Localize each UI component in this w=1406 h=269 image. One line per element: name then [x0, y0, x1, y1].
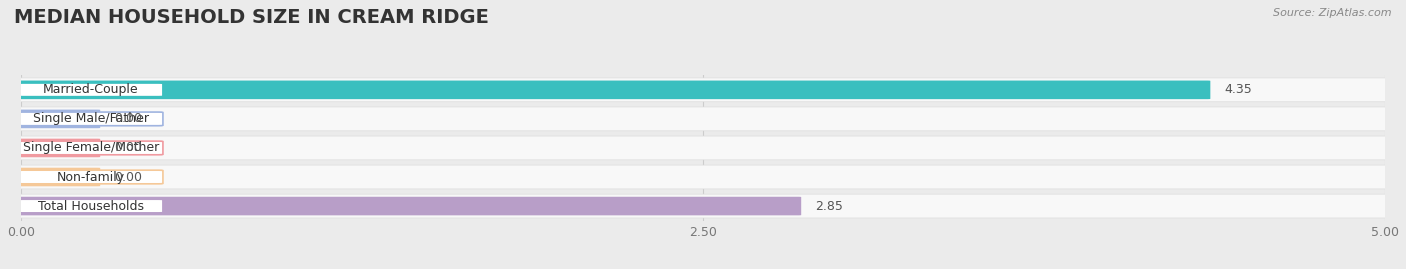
Text: MEDIAN HOUSEHOLD SIZE IN CREAM RIDGE: MEDIAN HOUSEHOLD SIZE IN CREAM RIDGE	[14, 8, 489, 27]
Text: 0.00: 0.00	[114, 141, 142, 154]
FancyBboxPatch shape	[15, 194, 1391, 218]
FancyBboxPatch shape	[15, 136, 1391, 160]
Text: Non-family: Non-family	[56, 171, 125, 183]
Text: 2.85: 2.85	[815, 200, 842, 213]
FancyBboxPatch shape	[18, 109, 100, 128]
Text: Single Male/Father: Single Male/Father	[32, 112, 149, 125]
FancyBboxPatch shape	[15, 165, 1391, 189]
Text: Total Households: Total Households	[38, 200, 143, 213]
FancyBboxPatch shape	[18, 168, 100, 186]
FancyBboxPatch shape	[18, 139, 100, 157]
Text: 4.35: 4.35	[1225, 83, 1251, 96]
FancyBboxPatch shape	[18, 83, 163, 97]
FancyBboxPatch shape	[18, 197, 801, 215]
Text: Source: ZipAtlas.com: Source: ZipAtlas.com	[1274, 8, 1392, 18]
FancyBboxPatch shape	[18, 199, 163, 213]
FancyBboxPatch shape	[15, 107, 1391, 131]
Text: Married-Couple: Married-Couple	[42, 83, 138, 96]
FancyBboxPatch shape	[18, 170, 163, 184]
Text: 0.00: 0.00	[114, 112, 142, 125]
FancyBboxPatch shape	[18, 141, 163, 155]
Text: Single Female/Mother: Single Female/Mother	[22, 141, 159, 154]
Text: 0.00: 0.00	[114, 171, 142, 183]
FancyBboxPatch shape	[18, 80, 1211, 99]
FancyBboxPatch shape	[18, 112, 163, 126]
FancyBboxPatch shape	[15, 78, 1391, 102]
